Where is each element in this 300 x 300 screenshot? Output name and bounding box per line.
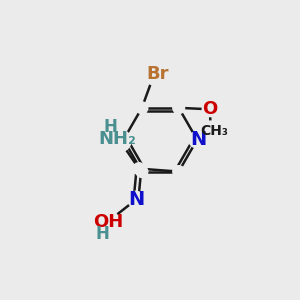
Text: OH: OH	[94, 213, 124, 231]
Circle shape	[144, 66, 163, 85]
Circle shape	[189, 131, 206, 148]
Circle shape	[128, 191, 144, 208]
Circle shape	[136, 102, 148, 114]
Text: NH₂: NH₂	[98, 130, 136, 148]
Text: N: N	[128, 190, 145, 209]
Circle shape	[173, 102, 184, 114]
Circle shape	[109, 130, 131, 152]
Circle shape	[133, 163, 145, 175]
Text: O: O	[202, 100, 217, 118]
Text: CH₃: CH₃	[200, 124, 228, 138]
Circle shape	[173, 166, 184, 178]
Text: H: H	[103, 118, 117, 136]
Circle shape	[136, 166, 148, 178]
Text: Br: Br	[147, 65, 169, 83]
Circle shape	[97, 210, 119, 233]
Circle shape	[201, 121, 221, 142]
Text: N: N	[190, 130, 206, 149]
Circle shape	[118, 134, 129, 146]
Text: H: H	[96, 225, 110, 243]
Circle shape	[202, 102, 217, 117]
